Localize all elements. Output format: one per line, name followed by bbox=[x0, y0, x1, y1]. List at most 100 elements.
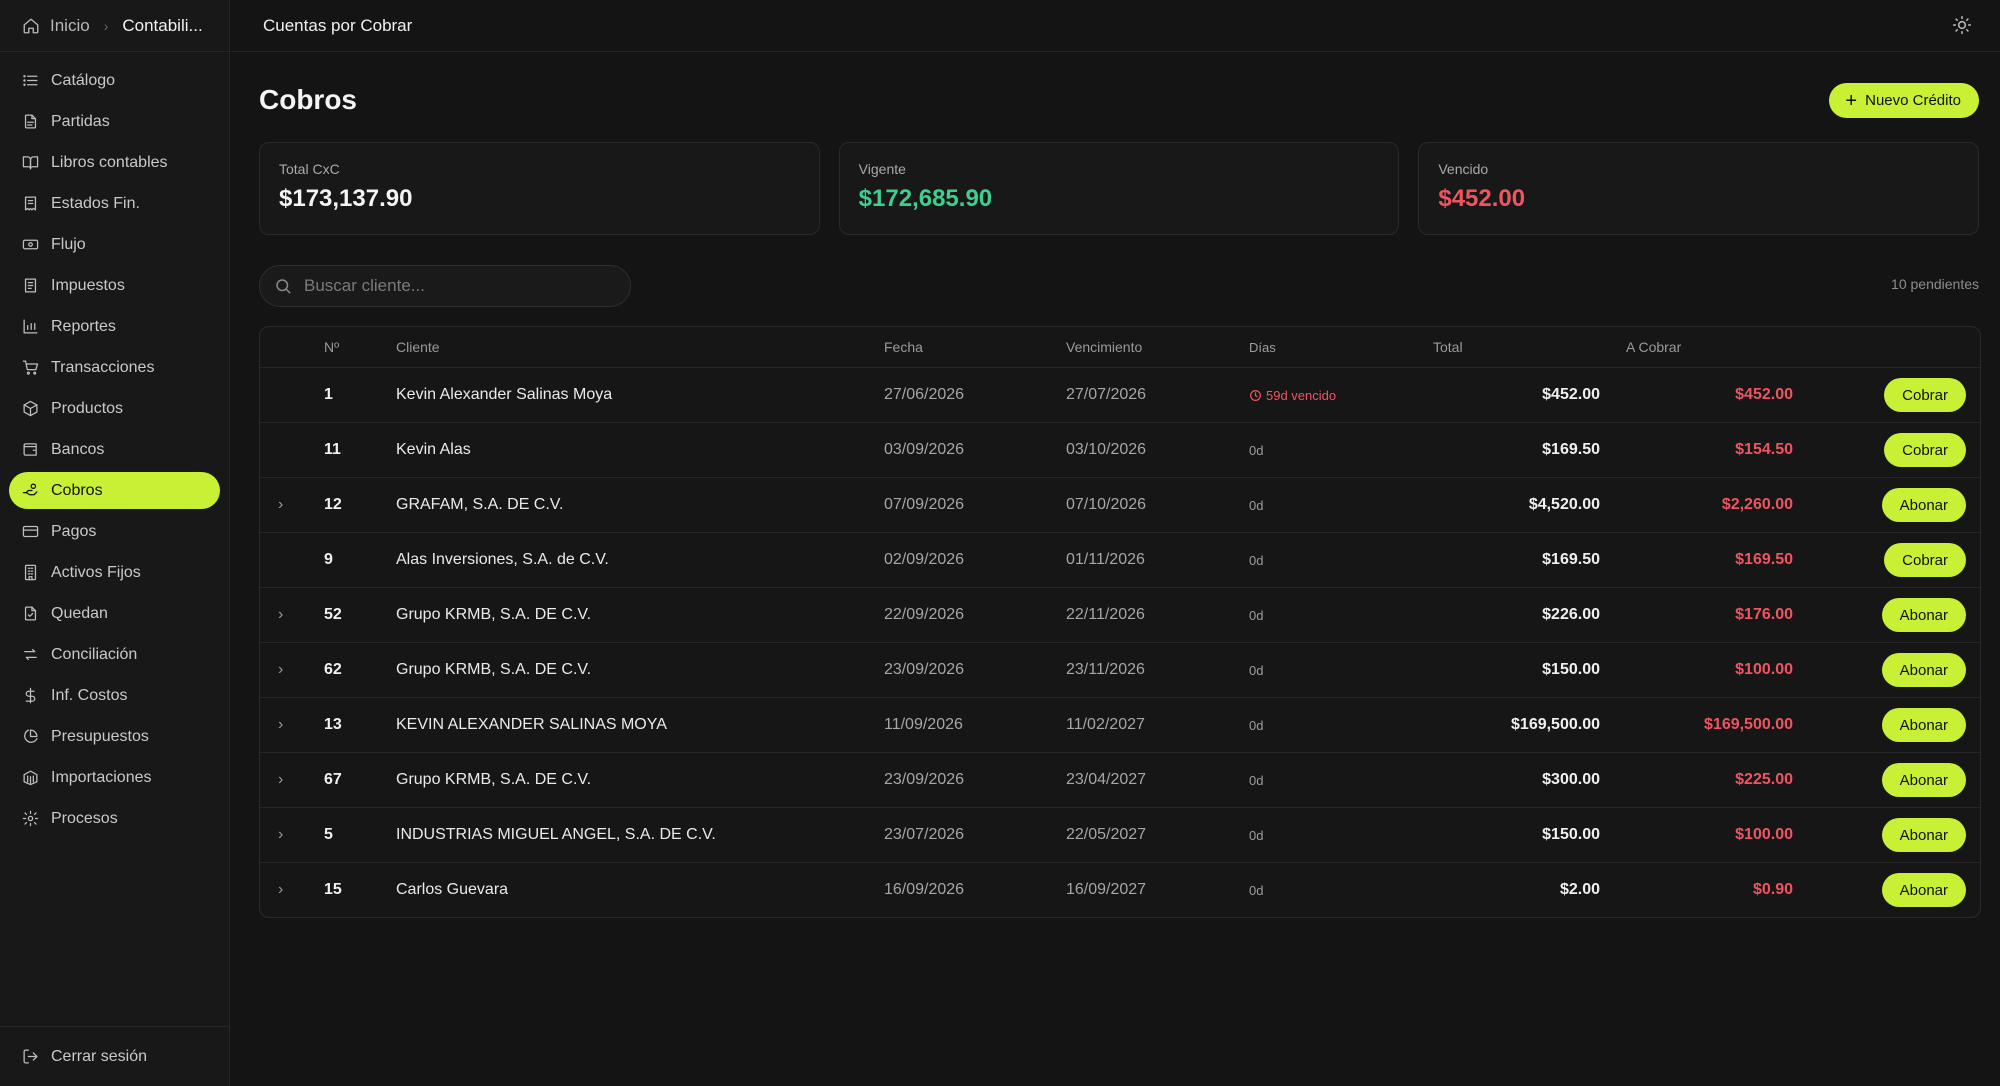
logout-button[interactable]: Cerrar sesión bbox=[0, 1026, 229, 1086]
col-dias[interactable]: Días bbox=[1249, 339, 1276, 355]
sidebar-item-importaciones[interactable]: Importaciones bbox=[9, 759, 220, 796]
plus-icon: + bbox=[1845, 89, 1858, 112]
row-client: Grupo KRMB, S.A. DE C.V. bbox=[396, 771, 592, 788]
table-row[interactable]: › 12 GRAFAM, S.A. DE C.V. 07/09/2026 07/10/2… bbox=[260, 478, 1980, 533]
row-date: 27/06/2026 bbox=[884, 386, 965, 403]
row-client: Carlos Guevara bbox=[396, 881, 509, 898]
row-due-date: 01/11/2026 bbox=[1066, 551, 1145, 568]
col-total[interactable]: Total bbox=[1433, 339, 1463, 355]
sidebar-item-bancos[interactable]: Bancos bbox=[9, 431, 220, 468]
row-due-date: 22/11/2026 bbox=[1066, 606, 1145, 623]
search-input[interactable] bbox=[302, 275, 606, 297]
cobrar-button[interactable]: Cobrar bbox=[1884, 543, 1966, 577]
sidebar-item-inf-costos[interactable]: Inf. Costos bbox=[9, 677, 220, 714]
logout-icon bbox=[23, 1049, 38, 1064]
sidebar-item-label: Procesos bbox=[51, 809, 118, 827]
sidebar-item-cobros[interactable]: Cobros bbox=[9, 472, 220, 509]
row-client: Alas Inversiones, S.A. de C.V. bbox=[396, 551, 609, 568]
row-date: 03/09/2026 bbox=[884, 441, 965, 458]
sidebar-item-flujo[interactable]: Flujo bbox=[9, 226, 220, 263]
sidebar-item-quedan[interactable]: Quedan bbox=[9, 595, 220, 632]
table-row[interactable]: › 67 Grupo KRMB, S.A. DE C.V. 23/09/2026 23/… bbox=[260, 753, 1980, 808]
col-num[interactable]: Nº bbox=[324, 339, 340, 355]
row-amount-due: $176.00 bbox=[1735, 606, 1793, 623]
table-row[interactable]: › 52 Grupo KRMB, S.A. DE C.V. 22/09/2026 22/… bbox=[260, 588, 1980, 643]
chevron-right-icon[interactable]: › bbox=[278, 826, 284, 843]
sidebar: Inicio › Contabili... Catálogo Partidas Li… bbox=[0, 0, 230, 1086]
table-row[interactable]: 11 Kevin Alas 03/09/2026 03/10/2026 0d $169.5… bbox=[260, 423, 1980, 478]
abonar-button[interactable]: Abonar bbox=[1881, 488, 1966, 522]
row-total: $169.50 bbox=[1542, 551, 1600, 568]
search-icon bbox=[276, 279, 291, 294]
cobrar-button[interactable]: Cobrar bbox=[1884, 433, 1966, 467]
sidebar-item-partidas[interactable]: Partidas bbox=[9, 103, 220, 140]
row-total: $452.00 bbox=[1542, 386, 1600, 403]
table-row[interactable]: › 15 Carlos Guevara 16/09/2026 16/09/2027 0d $… bbox=[260, 863, 1980, 917]
chevron-right-icon[interactable]: › bbox=[278, 881, 284, 898]
row-due-date: 27/07/2026 bbox=[1066, 386, 1147, 403]
abonar-button[interactable]: Abonar bbox=[1881, 653, 1966, 687]
topbar: Cuentas por Cobrar bbox=[230, 0, 2000, 52]
sidebar-item-transacciones[interactable]: Transacciones bbox=[9, 349, 220, 386]
row-amount-due: $452.00 bbox=[1735, 386, 1793, 403]
row-amount-due: $0.90 bbox=[1752, 881, 1793, 898]
new-credit-button[interactable]: + Nuevo Crédito bbox=[1829, 83, 1979, 118]
card-label: Vigente bbox=[858, 161, 906, 177]
col-fecha[interactable]: Fecha bbox=[884, 339, 923, 355]
sidebar-item-reportes[interactable]: Reportes bbox=[9, 308, 220, 345]
col-vencimiento[interactable]: Vencimiento bbox=[1066, 339, 1143, 355]
row-date: 22/09/2026 bbox=[884, 606, 965, 623]
abonar-button[interactable]: Abonar bbox=[1881, 763, 1966, 797]
sidebar-item-conciliación[interactable]: Conciliación bbox=[9, 636, 220, 673]
table-row[interactable]: 9 Alas Inversiones, S.A. de C.V. 02/09/202… bbox=[260, 533, 1980, 588]
sidebar-item-procesos[interactable]: Procesos bbox=[9, 800, 220, 837]
tax-receipt-icon bbox=[24, 278, 37, 293]
sidebar-item-libros-contables[interactable]: Libros contables bbox=[9, 144, 220, 181]
chevron-right-icon[interactable]: › bbox=[278, 496, 284, 513]
table-row[interactable]: › 13 KEVIN ALEXANDER SALINAS MOYA 11/09/202… bbox=[260, 698, 1980, 753]
table-row[interactable]: › 62 Grupo KRMB, S.A. DE C.V. 23/09/2026 23/… bbox=[260, 643, 1980, 698]
row-amount-due: $100.00 bbox=[1735, 826, 1793, 843]
abonar-button[interactable]: Abonar bbox=[1881, 873, 1966, 907]
sidebar-item-impuestos[interactable]: Impuestos bbox=[9, 267, 220, 304]
col-cliente[interactable]: Cliente bbox=[396, 339, 440, 355]
sidebar-item-presupuestos[interactable]: Presupuestos bbox=[9, 718, 220, 755]
row-amount-due: $2,260.00 bbox=[1721, 496, 1793, 513]
days-value: 0d bbox=[1249, 607, 1264, 623]
table-row[interactable]: 1 Kevin Alexander Salinas Moya 27/06/2026 2… bbox=[260, 368, 1980, 423]
sidebar-item-productos[interactable]: Productos bbox=[9, 390, 220, 427]
sidebar-item-activos-fijos[interactable]: Activos Fijos bbox=[9, 554, 220, 591]
row-total: $150.00 bbox=[1542, 826, 1600, 843]
home-icon[interactable] bbox=[22, 17, 40, 35]
chevron-right-icon[interactable]: › bbox=[278, 606, 284, 623]
abonar-button[interactable]: Abonar bbox=[1881, 818, 1966, 852]
sidebar-item-estados-fin[interactable]: Estados Fin. bbox=[9, 185, 220, 222]
row-total: $226.00 bbox=[1542, 606, 1600, 623]
row-date: 23/07/2026 bbox=[884, 826, 965, 843]
breadcrumb-home[interactable]: Inicio bbox=[50, 15, 90, 35]
topbar-title: Cuentas por Cobrar bbox=[263, 15, 413, 35]
cobrar-button[interactable]: Cobrar bbox=[1884, 378, 1966, 412]
card-label: Total CxC bbox=[279, 161, 340, 177]
sun-icon[interactable] bbox=[1952, 15, 1972, 35]
sidebar-item-catálogo[interactable]: Catálogo bbox=[9, 62, 220, 99]
row-client: Grupo KRMB, S.A. DE C.V. bbox=[396, 661, 592, 678]
abonar-button[interactable]: Abonar bbox=[1881, 708, 1966, 742]
chevron-right-icon[interactable]: › bbox=[278, 661, 284, 678]
book-open-icon bbox=[22, 156, 39, 170]
sidebar-item-pagos[interactable]: Pagos bbox=[9, 513, 220, 550]
table-body: 1 Kevin Alexander Salinas Moya 27/06/2026 2… bbox=[260, 368, 1980, 917]
col-a-cobrar[interactable]: A Cobrar bbox=[1626, 339, 1682, 355]
row-number: 15 bbox=[324, 881, 342, 898]
card-value: $452.00 bbox=[1438, 185, 1526, 212]
receipt-icon bbox=[24, 196, 37, 211]
row-total: $150.00 bbox=[1542, 661, 1600, 678]
chevron-right-icon[interactable]: › bbox=[278, 716, 284, 733]
row-due-date: 22/05/2027 bbox=[1066, 826, 1147, 843]
days-value: 0d bbox=[1249, 552, 1264, 568]
table-row[interactable]: › 5 INDUSTRIAS MIGUEL ANGEL, S.A. DE C.V. 2… bbox=[260, 808, 1980, 863]
package-icon bbox=[23, 400, 38, 417]
sidebar-item-label: Productos bbox=[51, 399, 124, 417]
abonar-button[interactable]: Abonar bbox=[1881, 598, 1966, 632]
chevron-right-icon[interactable]: › bbox=[278, 771, 284, 788]
